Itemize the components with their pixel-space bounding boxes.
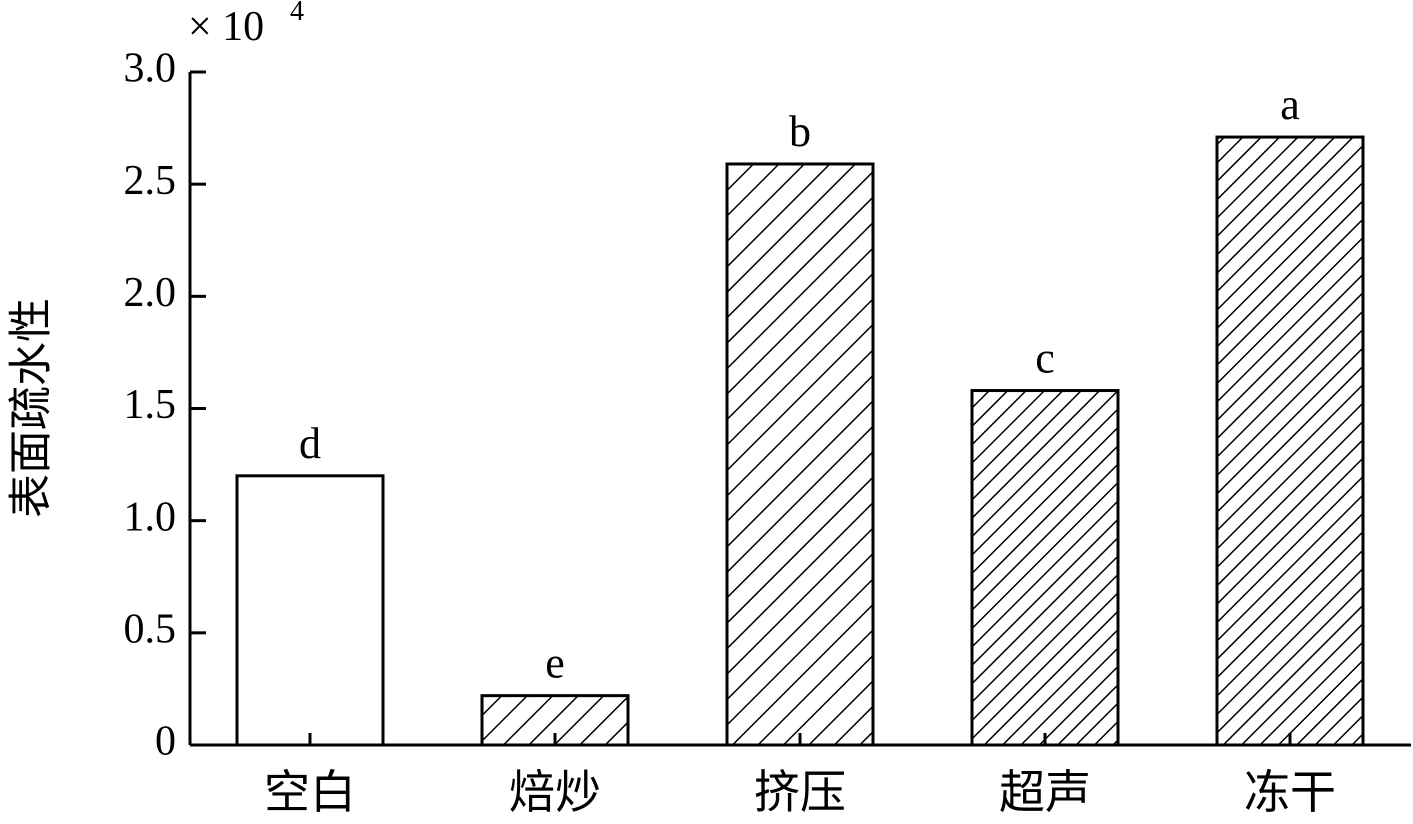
y-multiplier: × 10 4 <box>188 0 304 50</box>
category-label: 焙炒 <box>509 765 601 819</box>
y-axis-title: 表面疏水性 <box>6 298 57 518</box>
x-ticks <box>308 733 1292 745</box>
y-multiplier-base: × 10 <box>188 4 264 50</box>
category-label: 冻干 <box>1244 765 1336 819</box>
category-label: 挤压 <box>754 765 846 819</box>
y-tick-label: 2.0 <box>124 270 177 316</box>
significance-labels: d e b c a <box>299 80 1300 688</box>
y-ticks: 0 0.5 1.0 1.5 2.0 2.5 3.0 <box>124 46 206 765</box>
y-tick-label: 1.0 <box>124 494 177 540</box>
y-multiplier-exponent: 4 <box>290 0 304 27</box>
bar <box>1215 135 1365 747</box>
bar <box>970 389 1120 747</box>
significance-label: e <box>545 639 565 688</box>
y-tick-label: 1.5 <box>124 382 177 428</box>
bar <box>235 474 385 747</box>
significance-label: d <box>299 419 321 468</box>
significance-label: c <box>1035 334 1055 383</box>
significance-label: a <box>1280 80 1300 129</box>
y-tick-label: 0 <box>155 719 176 765</box>
category-label: 空白 <box>264 765 356 819</box>
category-label: 超声 <box>999 765 1091 819</box>
bar <box>725 162 875 747</box>
y-tick-label: 0.5 <box>124 606 177 652</box>
y-tick-label: 2.5 <box>124 158 177 204</box>
bars <box>235 135 1365 747</box>
significance-label: b <box>789 107 811 156</box>
y-tick-label: 3.0 <box>124 46 177 92</box>
category-labels: 空白 焙炒 挤压 超声 冻干 <box>264 765 1336 819</box>
